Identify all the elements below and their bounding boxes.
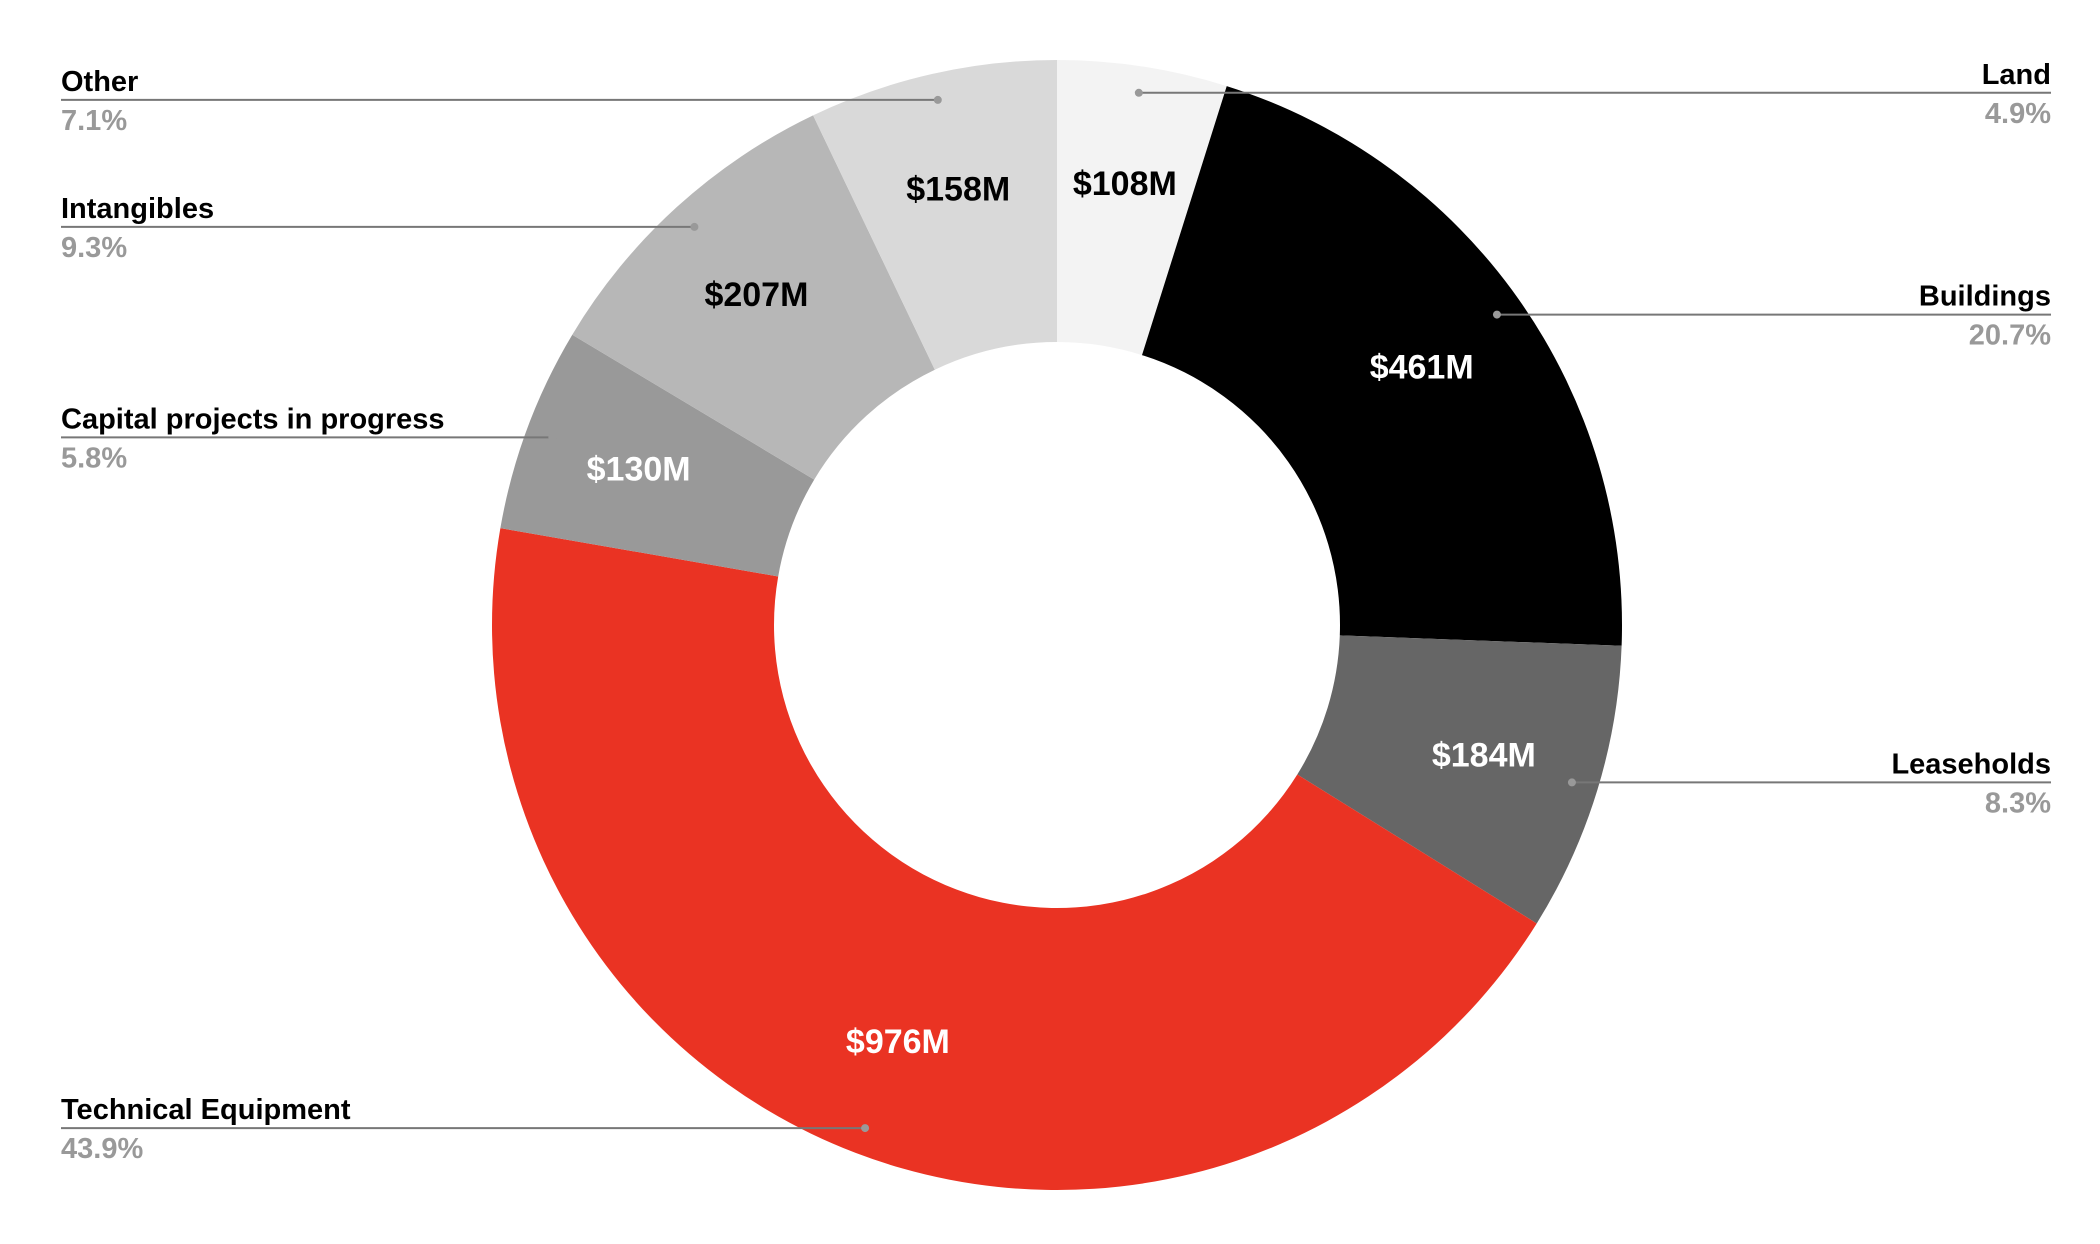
slice-percent-label: 5.8% [61, 442, 127, 474]
leader-dot [548, 433, 557, 442]
slice-percent-label: 43.9% [61, 1133, 143, 1165]
value-label: $158M [906, 171, 1010, 209]
leader-dot [933, 95, 942, 104]
value-label: $108M [1073, 165, 1177, 203]
slice-name-label: Land [1982, 59, 2051, 91]
slice-name-label: Other [61, 66, 138, 98]
leader-dot [690, 222, 699, 231]
slice-percent-label: 8.3% [1985, 787, 2051, 819]
slice-name-label: Leaseholds [1891, 748, 2051, 780]
value-label: $976M [846, 1023, 950, 1061]
slice-land [1057, 60, 1227, 356]
slice-intangibles [572, 115, 935, 480]
leader-dot [1134, 88, 1143, 97]
slice-percent-label: 7.1% [61, 105, 127, 137]
slice-name-label: Technical Equipment [61, 1094, 351, 1126]
value-label: $207M [704, 276, 808, 314]
slice-name-label: Intangibles [61, 193, 214, 225]
slice-percent-label: 4.9% [1985, 98, 2051, 130]
slice-capital-projects-in-progress [500, 334, 815, 577]
leader-dot [861, 1124, 870, 1133]
slice-leaseholds [1297, 635, 1622, 924]
value-label: $461M [1370, 349, 1474, 387]
slice-buildings [1142, 86, 1622, 646]
value-label: $184M [1432, 736, 1536, 774]
slice-other [813, 60, 1057, 370]
slice-name-label: Capital projects in progress [61, 403, 445, 435]
slice-technical-equipment [491, 528, 1537, 1191]
value-label: $130M [587, 450, 691, 488]
slice-percent-label: 20.7% [1969, 320, 2051, 352]
slice-name-label: Buildings [1919, 281, 2051, 313]
slice-percent-label: 9.3% [61, 232, 127, 264]
leader-dot [1492, 310, 1501, 319]
leader-dot [1567, 778, 1576, 787]
